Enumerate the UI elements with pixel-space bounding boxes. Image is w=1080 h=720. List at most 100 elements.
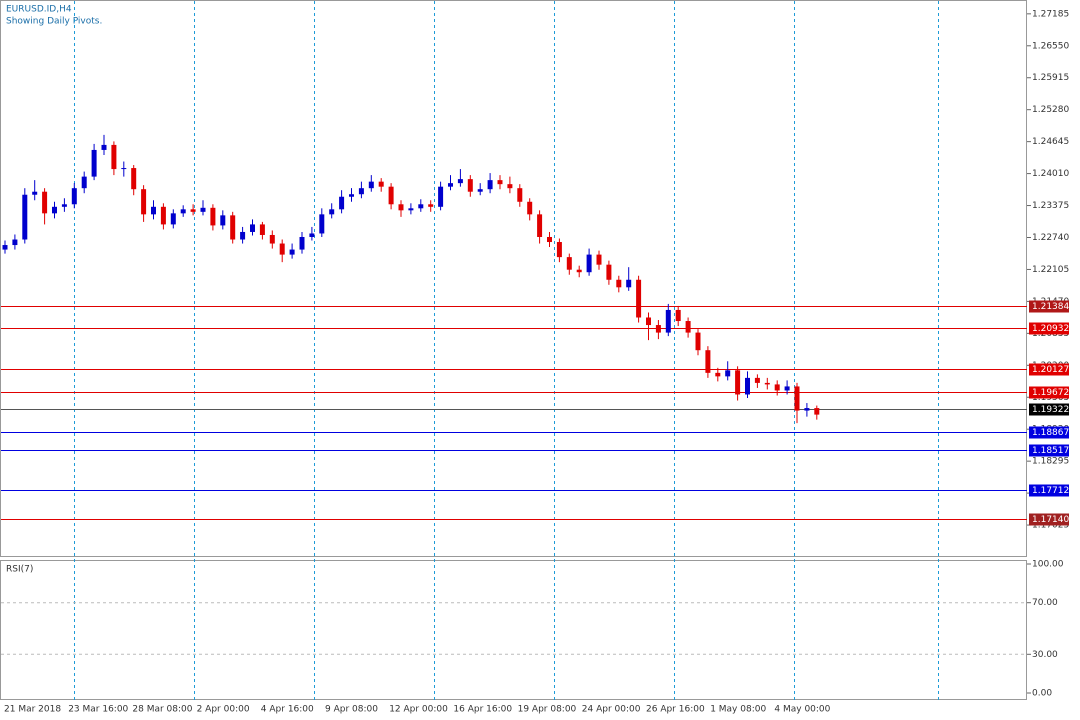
y-tick-label: 1.17025 — [1032, 521, 1069, 531]
pivot-label: 1.17140 — [1032, 515, 1069, 525]
candle-body — [556, 242, 562, 258]
candle-body — [71, 188, 77, 205]
candle-body — [240, 231, 246, 240]
candle-body — [547, 236, 552, 243]
candle-body — [42, 191, 48, 214]
candle-body — [111, 144, 117, 170]
candle-body — [774, 384, 780, 391]
y-tick-label: 1.24645 — [1032, 137, 1069, 147]
candle-body — [230, 215, 236, 240]
candle-body — [259, 224, 265, 235]
candle-body — [814, 408, 820, 415]
candle-body — [665, 309, 671, 333]
candle-body — [754, 377, 760, 383]
candle-body — [349, 194, 354, 197]
candle-body — [12, 239, 18, 246]
pivot-label-box — [1029, 386, 1069, 399]
candle-body — [646, 317, 651, 326]
candle-body — [497, 180, 503, 185]
chart-title: EURUSD.ID,H4 — [6, 5, 72, 15]
rsi-tick-label: 0.00 — [1032, 689, 1052, 699]
pivot-label-box — [1029, 444, 1069, 457]
candle-body — [319, 214, 325, 234]
candle-body — [160, 206, 166, 225]
pivot-label-box — [1029, 322, 1069, 335]
candle-body — [22, 194, 28, 240]
x-tick-label: 12 Apr 00:00 — [389, 705, 448, 715]
candle-body — [438, 186, 444, 207]
x-tick-label: 26 Apr 16:00 — [646, 705, 705, 715]
candle-body — [616, 279, 622, 288]
candle-body — [220, 215, 226, 226]
candle-body — [61, 204, 67, 207]
pivot-label-box — [1029, 300, 1069, 313]
rsi-tick-label: 70.00 — [1032, 598, 1058, 608]
rsi-panel-frame — [0, 560, 1027, 700]
candle-body — [636, 279, 642, 318]
chart-subtitle: Showing Daily Pivots. — [6, 17, 102, 27]
y-tick-label: 1.25915 — [1032, 73, 1069, 83]
candle-body — [32, 191, 38, 195]
candle-body — [408, 208, 414, 211]
pivot-label: 1.20932 — [1032, 324, 1069, 334]
candle-body — [626, 279, 632, 288]
candle-body — [269, 234, 275, 244]
candle-body — [685, 321, 691, 333]
candle-body — [339, 196, 345, 210]
rsi-title: RSI(7) — [6, 565, 33, 575]
candle-body — [725, 370, 731, 377]
x-tick-label: 24 Apr 00:00 — [582, 705, 641, 715]
candle-body — [517, 188, 523, 202]
candle-body — [695, 332, 701, 351]
x-tick-label: 4 May 00:00 — [774, 705, 830, 715]
candle-body — [606, 264, 612, 280]
candle-body — [289, 249, 295, 255]
pivot-label: 1.17712 — [1032, 486, 1069, 496]
candle-body — [715, 372, 721, 377]
pivot-label: 1.20127 — [1032, 365, 1069, 375]
candle-body — [507, 184, 513, 189]
candle-body — [378, 181, 384, 187]
candle-body — [448, 183, 453, 187]
candle-body — [487, 180, 493, 190]
candle-body — [170, 213, 176, 225]
candle-body — [735, 370, 741, 395]
candle-body — [190, 209, 196, 212]
candle-body — [121, 168, 127, 170]
candle-body — [81, 176, 87, 189]
x-tick-label: 16 Apr 16:00 — [453, 705, 512, 715]
candle-body — [91, 149, 97, 177]
x-tick-label: 23 Mar 16:00 — [68, 705, 128, 715]
pivot-label-box — [1029, 426, 1069, 439]
candle-body — [794, 386, 800, 411]
rsi-tick-label: 100.00 — [1032, 560, 1064, 570]
candle-body — [527, 201, 533, 215]
x-tick-label: 9 Apr 08:00 — [325, 705, 378, 715]
pivot-label: 1.21384 — [1032, 302, 1069, 312]
candle-body — [200, 207, 206, 212]
y-tick-label: 1.22105 — [1032, 265, 1069, 275]
pivot-label-box — [1029, 484, 1069, 497]
candle-body — [141, 189, 147, 215]
candle-body — [418, 204, 424, 209]
candle-body — [210, 207, 216, 226]
main-panel-frame — [0, 0, 1027, 557]
rsi-tick-label: 30.00 — [1032, 650, 1058, 660]
candle-body — [368, 181, 374, 189]
y-tick-label: 1.18295 — [1032, 457, 1069, 467]
y-tick-label: 1.26550 — [1032, 41, 1069, 51]
x-tick-label: 1 May 08:00 — [710, 705, 766, 715]
x-tick-label: 4 Apr 16:00 — [261, 705, 314, 715]
pivot-label: 1.19322 — [1032, 405, 1069, 415]
x-tick-label: 19 Apr 08:00 — [518, 705, 577, 715]
candle-body — [576, 269, 582, 273]
candle-body — [398, 204, 404, 211]
candle-body — [784, 386, 790, 391]
candle-body — [596, 254, 602, 265]
candle-body — [675, 309, 681, 322]
pivot-label: 1.19672 — [1032, 388, 1069, 398]
y-tick-label: 1.22740 — [1032, 233, 1069, 243]
candle-body — [428, 204, 434, 207]
y-tick-label: 1.25280 — [1032, 105, 1069, 115]
candle-body — [52, 206, 57, 214]
